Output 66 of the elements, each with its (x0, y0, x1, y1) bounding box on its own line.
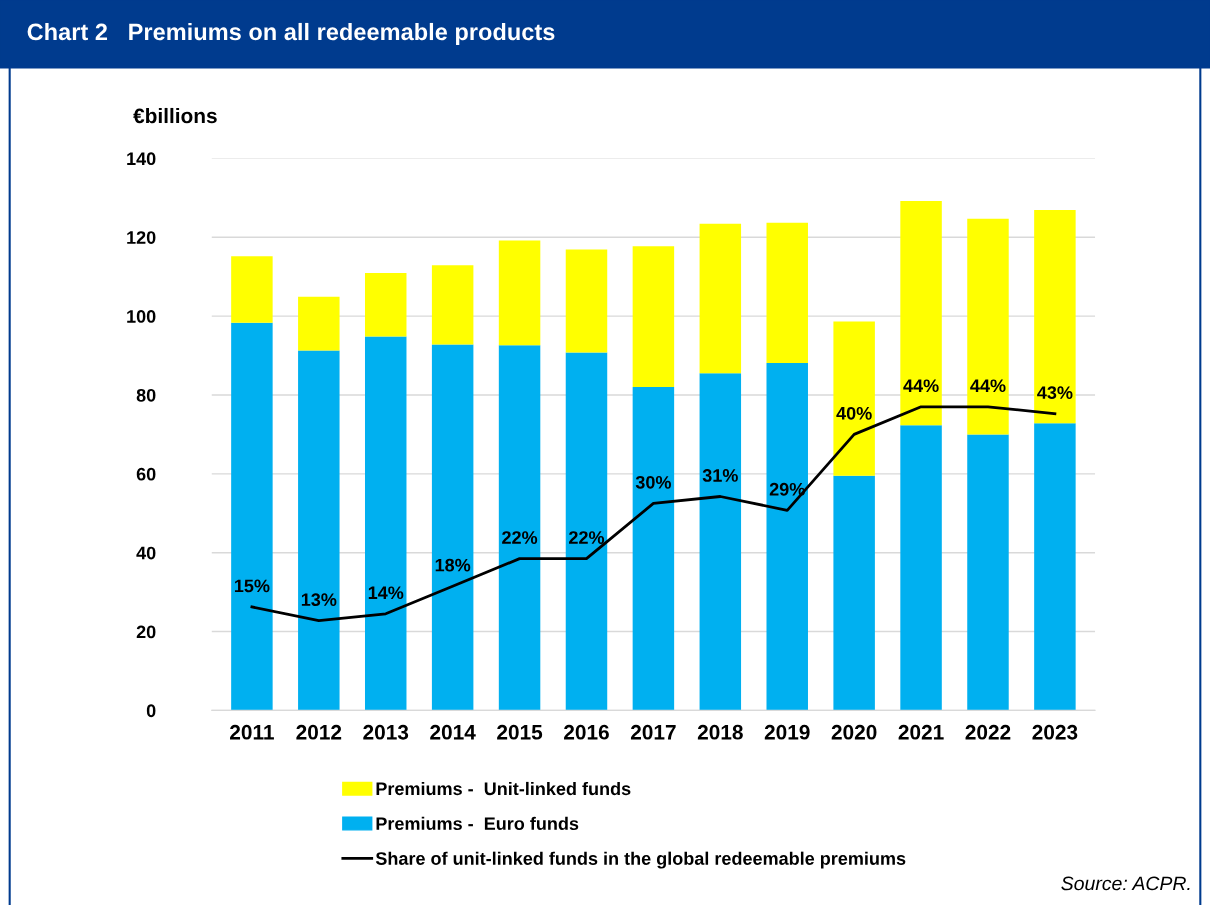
y-tick-label: 60 (136, 467, 156, 481)
bar (967, 434, 1009, 711)
data-label: 30% (635, 475, 671, 489)
x-tick-label: 2020 (831, 724, 877, 740)
data-label: 44% (970, 379, 1006, 393)
bar (967, 218, 1009, 435)
data-label: 22% (502, 531, 538, 544)
bar (565, 249, 608, 353)
data-label: 40% (836, 406, 872, 420)
data-label: 13% (301, 593, 337, 607)
bar (900, 200, 942, 426)
bar (231, 256, 273, 323)
bar (231, 322, 273, 711)
x-tick-label: 2015 (497, 724, 543, 740)
bar (498, 345, 541, 711)
bar (632, 387, 675, 711)
x-tick-label: 2018 (697, 724, 743, 740)
data-label: 14% (368, 586, 404, 600)
x-tick-label: 2022 (965, 724, 1011, 740)
bar (699, 223, 742, 374)
bar (699, 373, 742, 711)
source-note: Source: ACPR. (1061, 876, 1190, 891)
chart-title: Chart 2 Premiums on all redeemable products (27, 22, 555, 45)
data-label: 18% (435, 558, 471, 572)
data-label: 44% (903, 379, 939, 393)
y-tick-label: 20 (136, 625, 156, 639)
x-tick-label: 2023 (1032, 724, 1078, 740)
y-tick-label: 80 (136, 388, 156, 402)
x-tick-label: 2014 (430, 724, 476, 740)
y-tick-label: 100 (127, 310, 156, 323)
bar (565, 352, 608, 711)
bar (766, 222, 808, 364)
data-label: 43% (1037, 386, 1073, 400)
x-tick-label: 2021 (898, 724, 944, 740)
bar (900, 425, 942, 711)
bar (1034, 210, 1076, 424)
bar (766, 363, 808, 711)
bar (364, 273, 407, 337)
bar (298, 350, 340, 711)
bar (833, 475, 875, 711)
data-label: 22% (569, 531, 605, 544)
bar (364, 336, 407, 711)
bar (431, 265, 474, 345)
bar (1034, 423, 1076, 711)
legend-label: Premiums - Euro funds (376, 816, 579, 831)
legend-label: Share of unit-linked funds in the global redeemable premiums (375, 851, 906, 869)
y-axis-title: €billions (133, 107, 217, 124)
x-tick-label: 2017 (630, 724, 676, 740)
bar (833, 321, 875, 476)
data-label: 15% (234, 579, 270, 593)
x-tick-label: 2019 (764, 724, 810, 740)
y-tick-label: 0 (146, 704, 156, 718)
x-tick-label: 2011 (230, 724, 274, 740)
bar (632, 246, 675, 388)
bar (431, 344, 474, 711)
x-tick-label: 2012 (296, 724, 342, 740)
legend-label: Premiums - Unit-linked funds (376, 781, 631, 796)
x-tick-label: 2016 (564, 724, 609, 740)
data-label: 31% (702, 469, 738, 482)
y-tick-label: 120 (127, 231, 156, 244)
x-tick-label: 2013 (363, 724, 409, 740)
y-tick-label: 40 (136, 546, 156, 560)
bar (498, 240, 541, 346)
y-tick-label: 140 (127, 152, 156, 166)
data-label: 29% (769, 482, 805, 496)
bar (298, 296, 340, 351)
